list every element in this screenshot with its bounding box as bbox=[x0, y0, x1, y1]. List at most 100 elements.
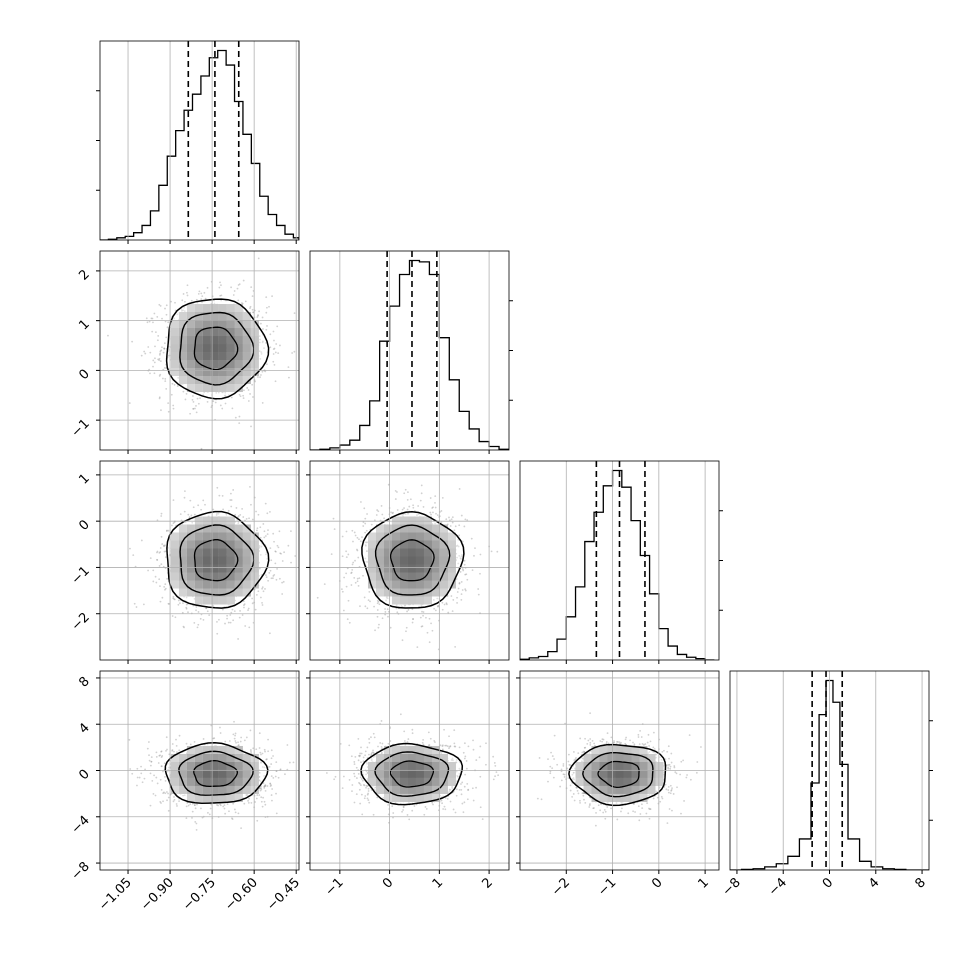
scatter-point bbox=[251, 295, 254, 297]
scatter-point bbox=[477, 588, 480, 590]
density-cell bbox=[194, 524, 203, 533]
density-cell bbox=[194, 352, 203, 361]
scatter-point bbox=[194, 407, 196, 410]
density-cell bbox=[202, 312, 211, 321]
scatter-point bbox=[146, 321, 149, 324]
scatter-point bbox=[251, 518, 254, 521]
scatter-point bbox=[163, 347, 166, 350]
scatter-point bbox=[265, 576, 268, 579]
scatter-point bbox=[185, 606, 188, 609]
density-cell bbox=[234, 540, 243, 549]
density-cell bbox=[170, 352, 179, 361]
scatter-point bbox=[351, 568, 354, 571]
scatter-point bbox=[262, 590, 265, 593]
scatter-point bbox=[202, 618, 205, 621]
density-cell bbox=[194, 516, 203, 525]
scatter-point bbox=[173, 383, 176, 386]
density-cell bbox=[226, 524, 235, 533]
scatter-point bbox=[376, 615, 379, 618]
scatter-point bbox=[290, 561, 292, 564]
scatter-point bbox=[225, 513, 228, 516]
grid-lines bbox=[339, 251, 490, 450]
scatter-point bbox=[254, 380, 257, 383]
scatter-point bbox=[267, 529, 269, 532]
scatter-point bbox=[251, 383, 254, 386]
scatter-point bbox=[374, 629, 376, 632]
scatter-point bbox=[261, 316, 264, 319]
scatter-point bbox=[178, 800, 180, 803]
scatter-point bbox=[316, 596, 319, 599]
density-cell bbox=[234, 320, 243, 329]
scatter-point bbox=[224, 391, 227, 394]
scatter-point bbox=[458, 524, 461, 527]
scatter-point bbox=[273, 363, 276, 366]
scatter-point bbox=[243, 389, 245, 392]
scatter-point bbox=[158, 303, 161, 306]
scatter-point bbox=[164, 307, 166, 310]
scatter-point bbox=[256, 316, 259, 318]
density-cell bbox=[178, 336, 187, 345]
scatter-point bbox=[180, 309, 183, 312]
scatter-point bbox=[244, 300, 247, 303]
scatter-point bbox=[384, 611, 387, 613]
density-cell bbox=[242, 344, 251, 353]
scatter-point bbox=[233, 610, 236, 613]
grid-lines bbox=[100, 251, 299, 450]
scatter-point bbox=[396, 491, 398, 493]
scatter-point bbox=[261, 586, 264, 589]
scatter-point bbox=[215, 514, 218, 516]
density-cell bbox=[202, 320, 211, 329]
scatter-point bbox=[259, 554, 262, 556]
scatter-point bbox=[274, 550, 277, 553]
scatter-point bbox=[217, 512, 220, 515]
scatter-point bbox=[136, 784, 138, 787]
scatter-point bbox=[264, 370, 267, 373]
scatter-point bbox=[263, 536, 266, 539]
density-cell bbox=[186, 532, 195, 541]
density-cell bbox=[210, 352, 219, 361]
scatter-point bbox=[276, 568, 278, 570]
scatter-point bbox=[357, 584, 360, 587]
scatter-point bbox=[412, 504, 415, 507]
scatter-point bbox=[213, 302, 216, 305]
density-cell bbox=[194, 556, 203, 565]
scatter-point bbox=[384, 613, 387, 616]
scatter-point bbox=[143, 777, 146, 780]
scatter-point bbox=[154, 794, 157, 797]
scatter-point bbox=[390, 511, 392, 514]
scatter-point bbox=[258, 335, 261, 338]
density-cell bbox=[218, 312, 227, 321]
scatter-point bbox=[164, 556, 167, 559]
scatter-point bbox=[173, 598, 175, 600]
scatter-point bbox=[223, 394, 226, 397]
scatter-point bbox=[172, 499, 175, 502]
scatter-point bbox=[460, 514, 463, 517]
scatter-point bbox=[216, 632, 219, 635]
scatter-point bbox=[165, 336, 168, 339]
scatter-point bbox=[474, 547, 476, 550]
scatter-point bbox=[406, 508, 409, 511]
scatter-point bbox=[293, 350, 296, 353]
scatter-point bbox=[187, 513, 190, 516]
scatter-point bbox=[282, 580, 285, 583]
scatter-point bbox=[241, 508, 244, 510]
density-cell bbox=[186, 360, 195, 369]
scatter-point bbox=[463, 563, 466, 566]
scatter-point bbox=[163, 342, 166, 345]
scatter-point bbox=[458, 534, 461, 537]
scatter-point bbox=[220, 294, 223, 297]
scatter-point bbox=[357, 556, 360, 559]
scatter-point bbox=[273, 540, 275, 543]
density-cell bbox=[242, 352, 251, 361]
scatter-point bbox=[212, 400, 215, 403]
scatter-point bbox=[191, 398, 194, 401]
density-cell bbox=[226, 532, 235, 541]
scatter-point bbox=[256, 527, 259, 530]
scatter-point bbox=[153, 312, 156, 315]
scatter-point bbox=[146, 747, 149, 750]
scatter-point bbox=[196, 626, 199, 629]
scatter-point bbox=[387, 483, 390, 486]
scatter-point bbox=[160, 515, 163, 517]
density-cell bbox=[194, 360, 203, 369]
scatter-point bbox=[465, 573, 468, 576]
